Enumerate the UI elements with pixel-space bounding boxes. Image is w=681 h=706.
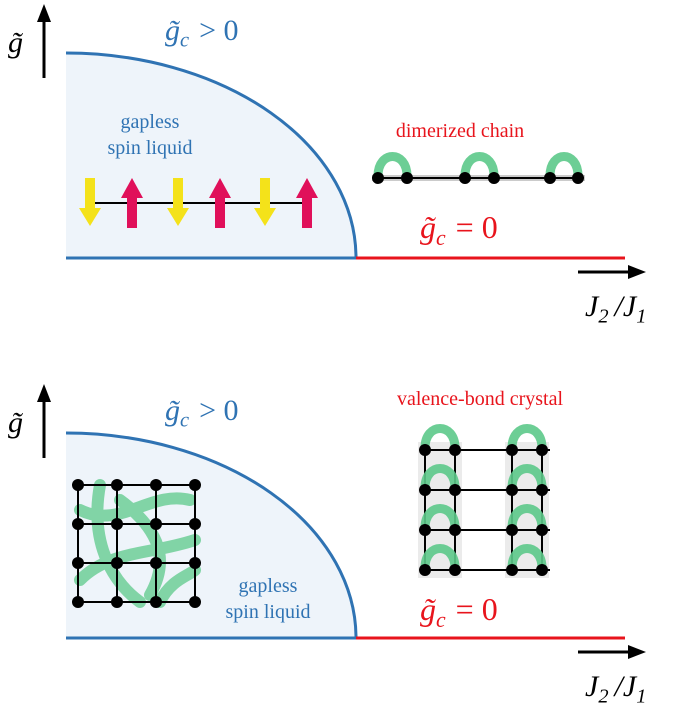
y-axis-label: g̃ xyxy=(8,26,23,59)
site xyxy=(189,596,201,608)
site xyxy=(72,518,84,530)
text-part: c xyxy=(436,226,446,250)
text-part: > 0 xyxy=(199,394,238,427)
site xyxy=(449,524,461,536)
site xyxy=(111,479,123,491)
site xyxy=(488,172,500,184)
site xyxy=(544,172,556,184)
site xyxy=(72,596,84,608)
site xyxy=(72,479,84,491)
site xyxy=(401,172,413,184)
site xyxy=(150,596,162,608)
site xyxy=(150,518,162,530)
text-part: g̃ xyxy=(165,14,180,47)
bond-arc xyxy=(550,157,578,177)
x-axis-label: J2/J1 xyxy=(585,670,646,706)
site xyxy=(111,518,123,530)
liquid-label: gapless xyxy=(239,575,298,597)
text-part: c xyxy=(180,410,189,432)
text-part: = 0 xyxy=(456,591,498,627)
site xyxy=(506,564,518,576)
text-part: 2 xyxy=(598,686,608,706)
site xyxy=(111,557,123,569)
site xyxy=(150,479,162,491)
site xyxy=(72,557,84,569)
positive-label: g̃c > 0 xyxy=(165,394,238,432)
site xyxy=(449,564,461,576)
site xyxy=(536,564,548,576)
liquid-label: spin liquid xyxy=(107,137,192,159)
bond-arc xyxy=(378,157,407,177)
x-axis-label: J2/J1 xyxy=(585,290,646,328)
site xyxy=(419,524,431,536)
page: {"panels": [ {"y_axis_label": "g̃", "pos… xyxy=(0,0,681,706)
site xyxy=(449,484,461,496)
liquid-label: spin liquid xyxy=(225,601,310,623)
text-part: 1 xyxy=(636,686,646,706)
site xyxy=(536,444,548,456)
site xyxy=(459,172,471,184)
bond-arc xyxy=(465,157,494,177)
text-part: 1 xyxy=(636,306,646,328)
text-part: g̃ xyxy=(420,209,436,245)
site xyxy=(536,484,548,496)
ordered-label: valence-bond crystal xyxy=(397,388,563,410)
site xyxy=(189,557,201,569)
site xyxy=(506,524,518,536)
site xyxy=(419,444,431,456)
text-part: = 0 xyxy=(456,209,498,245)
site xyxy=(189,479,201,491)
y-axis-label: g̃ xyxy=(8,406,23,439)
site xyxy=(572,172,584,184)
ordered-label: dimerized chain xyxy=(396,120,524,142)
text-part: c xyxy=(180,30,189,52)
text-part: 2 xyxy=(598,306,608,328)
site xyxy=(506,444,518,456)
phase-diagrams: g̃J2/J1g̃c> 0g̃c= 0gaplessspin liquiddim… xyxy=(0,0,681,706)
positive-label: g̃c > 0 xyxy=(165,14,238,52)
liquid-region xyxy=(66,433,356,638)
text-part: c xyxy=(436,608,446,632)
site xyxy=(111,596,123,608)
site xyxy=(419,564,431,576)
zero-label: g̃c = 0 xyxy=(420,209,498,250)
site xyxy=(189,518,201,530)
liquid-label: gapless xyxy=(121,111,180,133)
site xyxy=(536,524,548,536)
text-part: > 0 xyxy=(199,14,238,47)
site xyxy=(372,172,384,184)
site xyxy=(419,484,431,496)
text-part: g̃ xyxy=(165,394,180,427)
site xyxy=(449,444,461,456)
zero-label: g̃c = 0 xyxy=(420,591,498,632)
text-part: g̃ xyxy=(420,591,436,627)
site xyxy=(506,484,518,496)
site xyxy=(150,557,162,569)
